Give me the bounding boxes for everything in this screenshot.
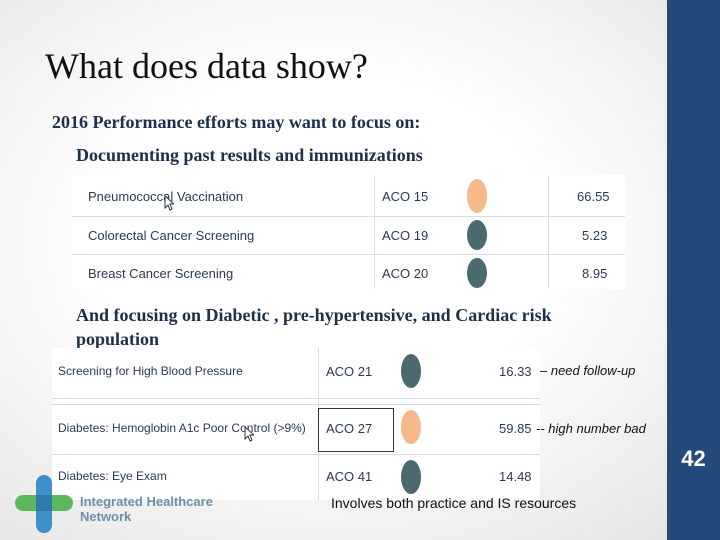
right-sidebar-band (667, 0, 720, 540)
status-dot-teal (401, 354, 421, 388)
section-heading-risk-population: And focusing on Diabetic , pre-hypertens… (76, 305, 552, 349)
footer-note: Involves both practice and IS resources (331, 495, 577, 511)
status-dot-orange (467, 179, 487, 213)
measures-table-immunizations: Pneumococcal Vaccination ACO 15 66.55 Co… (72, 175, 625, 289)
logo-line-2: Network (80, 509, 132, 524)
aco-code: ACO 20 (382, 266, 429, 281)
table-row: Diabetes: Hemoglobin A1c Poor Control (>… (52, 404, 540, 454)
measure-value: 8.95 (582, 266, 608, 281)
annotation-follow-up: – need follow-up (540, 363, 636, 378)
measure-value: 5.23 (582, 228, 608, 243)
measures-table-risk: Screening for High Blood Pressure ACO 21… (52, 348, 540, 500)
measure-value: 16.33 (499, 364, 532, 379)
row-divider (52, 398, 540, 399)
annotation-high-number: -- high number bad (536, 421, 646, 436)
table-row: Pneumococcal Vaccination ACO 15 66.55 (72, 175, 625, 216)
measure-name: Screening for High Blood Pressure (58, 364, 243, 378)
row-divider (52, 454, 540, 455)
logo-wordmark: Integrated Healthcare Network (80, 494, 213, 524)
section-heading-immunizations: Documenting past results and immunizatio… (76, 145, 423, 165)
aco-code: ACO 41 (326, 469, 373, 484)
column-divider (374, 175, 375, 289)
aco-code: ACO 19 (382, 228, 429, 243)
row-divider (52, 404, 540, 405)
aco-code: ACO 21 (326, 364, 373, 379)
table-row: Breast Cancer Screening ACO 20 8.95 (72, 254, 625, 289)
slide-subtitle: 2016 Performance efforts may want to foc… (52, 112, 421, 132)
table-row: Screening for High Blood Pressure ACO 21… (52, 348, 540, 398)
mouse-cursor-icon (244, 426, 254, 442)
logo-line-1: Integrated Healthcare (80, 494, 213, 509)
measure-name: Diabetes: Hemoglobin A1c Poor Control (>… (58, 421, 306, 435)
mouse-cursor-icon (164, 195, 174, 211)
measure-name: Diabetes: Eye Exam (58, 469, 167, 483)
status-dot-orange (401, 410, 421, 444)
row-divider (72, 216, 625, 217)
measure-value: 59.85 (499, 421, 532, 436)
column-divider (548, 175, 549, 289)
selected-cell-outline (318, 408, 394, 452)
aco-code: ACO 27 (326, 421, 373, 436)
status-dot-teal (467, 258, 487, 288)
status-dot-teal (467, 220, 487, 250)
measure-value: 66.55 (577, 189, 610, 204)
page-number: 42 (681, 446, 706, 471)
row-divider (72, 254, 625, 255)
status-dot-teal (401, 460, 421, 494)
slide-title: What does data show? (45, 46, 368, 86)
measure-name: Colorectal Cancer Screening (88, 228, 255, 243)
network-logo-icon (15, 475, 73, 533)
aco-code: ACO 15 (382, 189, 429, 204)
measure-name: Breast Cancer Screening (88, 266, 234, 281)
table-row: Colorectal Cancer Screening ACO 19 5.23 (72, 216, 625, 254)
table-row: Diabetes: Eye Exam ACO 41 14.48 (52, 454, 540, 500)
measure-value: 14.48 (499, 469, 532, 484)
